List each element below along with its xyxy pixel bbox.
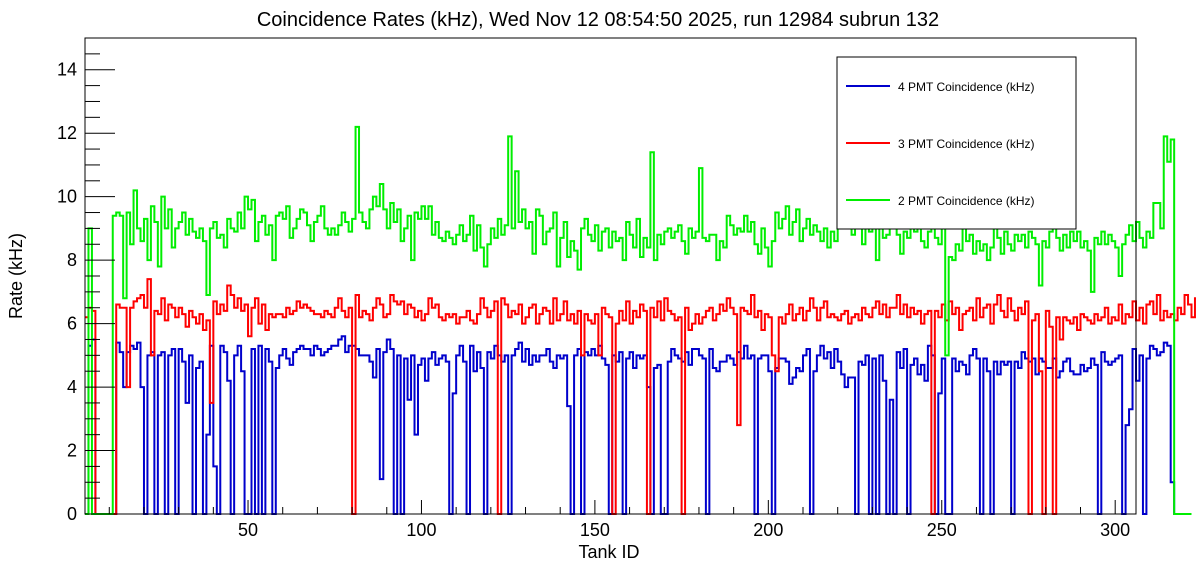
legend-label-3: 2 PMT Coincidence (kHz) xyxy=(898,194,1035,208)
x-tick-label: 50 xyxy=(238,520,258,540)
x-tick-label: 300 xyxy=(1100,520,1130,540)
series-line-1 xyxy=(85,335,1189,515)
series-line-2 xyxy=(85,278,1196,515)
y-tick-label: 14 xyxy=(57,60,77,80)
y-tick-label: 0 xyxy=(67,504,77,524)
legend: 4 PMT Coincidence (kHz) 3 PMT Coincidence… xyxy=(836,56,1077,230)
y-tick-label: 2 xyxy=(67,441,77,461)
y-tick-label: 4 xyxy=(67,377,77,397)
plot-data-layer xyxy=(85,125,1196,515)
chart-title: Coincidence Rates (kHz), Wed Nov 12 08:5… xyxy=(257,9,939,31)
x-axis-label: Tank ID xyxy=(578,542,639,562)
legend-entries: 4 PMT Coincidence (kHz) 3 PMT Coincidence… xyxy=(846,80,1035,208)
axes-layer: 0 2 4 6 8 10 12 14 50 100 150 200 250 300 xyxy=(57,37,1130,540)
legend-label-1: 4 PMT Coincidence (kHz) xyxy=(898,80,1035,94)
x-tick-label: 250 xyxy=(927,520,957,540)
y-tick-label: 10 xyxy=(57,187,77,207)
x-tick-label: 150 xyxy=(580,520,610,540)
y-axis-label: Rate (kHz) xyxy=(6,233,26,319)
series-line-3 xyxy=(85,125,1192,515)
y-tick-label: 8 xyxy=(67,250,77,270)
y-tick-label: 6 xyxy=(67,314,77,334)
y-tick-label: 12 xyxy=(57,123,77,143)
x-tick-label: 200 xyxy=(753,520,783,540)
x-tick-label: 100 xyxy=(406,520,436,540)
legend-label-2: 3 PMT Coincidence (kHz) xyxy=(898,137,1035,151)
